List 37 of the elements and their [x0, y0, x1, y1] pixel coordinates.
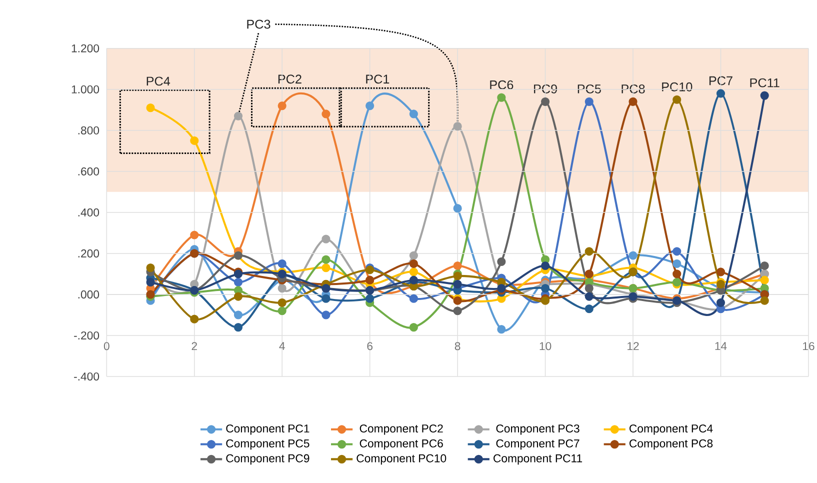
- annotation: PC4: [146, 76, 170, 86]
- x-tick-label: 0: [104, 342, 110, 350]
- x-tick-label: 6: [367, 342, 372, 350]
- y-tick-label: 1.200: [72, 44, 100, 53]
- y-tick-label: .800: [78, 126, 100, 135]
- y-tick-label: -.200: [74, 332, 100, 340]
- legend-label: Component PC1: [226, 424, 310, 435]
- legend-label: Component PC7: [496, 440, 580, 450]
- legend-label: Component PC9: [226, 454, 310, 465]
- x-tick-label: 12: [628, 342, 639, 350]
- annotation: PC3: [247, 20, 270, 29]
- legend-label: Component PC2: [360, 424, 443, 435]
- y-tick-label: .200: [78, 250, 100, 258]
- x-tick-label: 10: [540, 342, 552, 350]
- x-tick-label: 2: [192, 342, 197, 350]
- annotation: PC1: [366, 74, 390, 84]
- legend-label: Component PC11: [494, 454, 582, 465]
- legend-label: Component PC3: [496, 424, 580, 435]
- annotation: PC10: [662, 82, 692, 92]
- legend-label: Component PC8: [630, 440, 713, 450]
- x-tick-label: 4: [279, 342, 285, 350]
- y-tick-label: .600: [78, 168, 100, 176]
- y-tick-label: 1.000: [72, 85, 100, 94]
- annotation: PC11: [750, 78, 780, 88]
- x-tick-label: 8: [454, 342, 460, 350]
- legend-label: Component PC6: [360, 440, 443, 450]
- y-tick-label: -.400: [74, 372, 100, 381]
- annotation: PC6: [490, 80, 514, 90]
- x-tick-label: 14: [715, 342, 727, 350]
- legend-label: Component PC4: [630, 424, 713, 435]
- legend-label: Component PC10: [356, 454, 446, 465]
- annotation: PC2: [278, 74, 302, 84]
- y-tick-label: .000: [78, 290, 100, 299]
- legend-label: Component PC5: [226, 440, 310, 450]
- y-tick-label: .400: [78, 208, 100, 217]
- x-tick-label: 16: [803, 342, 814, 350]
- annotation: PC7: [709, 76, 732, 86]
